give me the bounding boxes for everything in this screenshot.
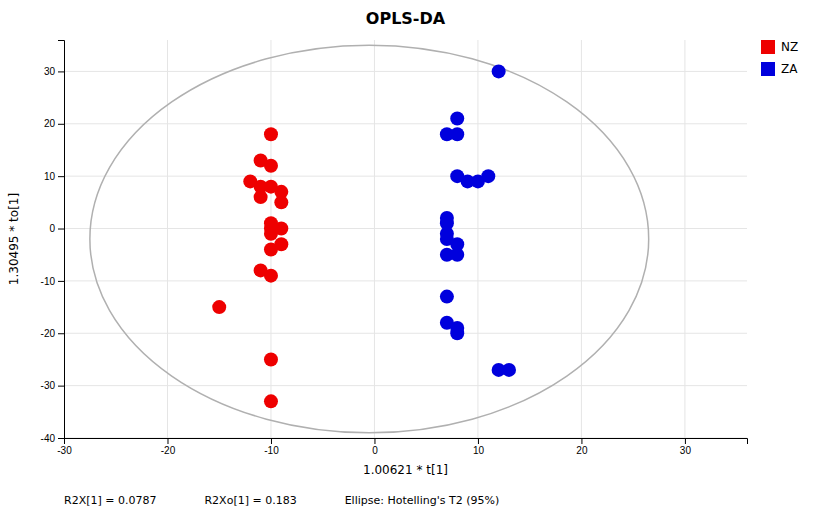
axis-line [58, 41, 65, 439]
series [440, 64, 516, 377]
grid-line [64, 71, 747, 72]
point [264, 242, 278, 256]
tick-label: 20 [44, 118, 56, 129]
tick-mark [58, 176, 64, 177]
grid-line [64, 438, 747, 439]
chart: -30-20-100102030-40-30-20-100102030OPLS-… [0, 0, 827, 518]
tick-mark [58, 386, 64, 387]
tick-mark [58, 281, 64, 282]
point [264, 127, 278, 141]
grid-line [64, 228, 747, 229]
point [450, 127, 464, 141]
series [212, 127, 288, 408]
tick-mark [271, 438, 272, 444]
tick: -20 [161, 438, 176, 456]
grid-line [64, 385, 747, 386]
tick: -10 [264, 438, 279, 456]
tick: -40 [41, 433, 64, 444]
plot: -30-20-100102030-40-30-20-100102030 [41, 40, 748, 456]
grid-line [167, 40, 168, 438]
tick: -30 [57, 438, 72, 456]
point [450, 112, 464, 126]
point [264, 227, 278, 241]
grid-line [64, 333, 747, 334]
axis-line [65, 439, 748, 445]
tick-label: 20 [576, 445, 588, 456]
point [502, 363, 516, 377]
y-axis: -40 -30 -20 -10 0 10 20 30 [41, 41, 65, 444]
legend-label: ZA [781, 62, 798, 76]
tick: -30 [41, 380, 64, 391]
tick-label: -40 [41, 433, 56, 444]
grid-line [64, 123, 747, 124]
tick-label: -30 [41, 380, 56, 391]
point [440, 290, 454, 304]
tick: 30 [680, 438, 692, 456]
tick-mark [58, 333, 64, 334]
tick-mark [58, 124, 64, 125]
grid-line [477, 40, 478, 438]
annotation: R2X[1] = 0.0787 [64, 494, 156, 507]
grid [64, 40, 747, 438]
tick-label: -10 [41, 276, 56, 287]
tick-mark [58, 71, 64, 72]
point [264, 352, 278, 366]
grid-line [581, 40, 582, 438]
x-axis-title: 1.00621 * t[1] [363, 463, 448, 477]
tick: 10 [44, 171, 64, 182]
point [481, 169, 495, 183]
point [264, 394, 278, 408]
tick-mark [58, 229, 64, 230]
tick-mark [685, 438, 686, 444]
grid-line [684, 40, 685, 438]
point [450, 248, 464, 262]
tick-label: 10 [473, 445, 485, 456]
legend-swatch [761, 40, 775, 54]
legend-item: NZ [761, 40, 798, 54]
legend-swatch [761, 62, 775, 76]
title: OPLS-DA [366, 9, 446, 28]
annotation: Ellipse: Hotelling's T2 (95%) [345, 494, 500, 507]
point [212, 300, 226, 314]
y-axis-title: 1.30495 * to[1] [7, 193, 21, 285]
tick-label: -20 [161, 445, 176, 456]
tick-mark [581, 438, 582, 444]
tick: 20 [44, 118, 64, 129]
tick-label: 10 [44, 171, 56, 182]
legend-label: NZ [781, 40, 798, 54]
annotation: R2Xo[1] = 0.183 [204, 494, 296, 507]
point [264, 269, 278, 283]
tick: 10 [473, 438, 485, 456]
tick-label: 30 [44, 66, 56, 77]
tick-mark [478, 438, 479, 444]
tick-mark [374, 438, 375, 444]
tick-label: -10 [264, 445, 279, 456]
point [492, 64, 506, 78]
tick: 0 [49, 223, 64, 234]
tick: 30 [44, 66, 64, 77]
grid-line [64, 176, 747, 177]
grid-line [374, 40, 375, 438]
tick-label: -30 [57, 445, 72, 456]
tick-mark [167, 438, 168, 444]
point [450, 326, 464, 340]
point [274, 195, 288, 209]
point [264, 159, 278, 173]
grid-line [64, 280, 747, 281]
legend: NZ ZA [761, 40, 798, 76]
x-axis: -30 -20 -10 0 10 20 30 [57, 438, 747, 456]
tick-label: 30 [680, 445, 692, 456]
legend-item: ZA [761, 62, 798, 76]
ellipse [90, 45, 649, 433]
tick-label: 0 [372, 445, 378, 456]
tick-label: -20 [41, 328, 56, 339]
tick: 0 [372, 438, 378, 456]
point [254, 190, 268, 204]
marks [90, 45, 649, 433]
tick: 20 [576, 438, 588, 456]
tick-mark [58, 438, 64, 439]
tick: -10 [41, 276, 64, 287]
tick: -20 [41, 328, 64, 339]
tick-label: 0 [49, 223, 55, 234]
